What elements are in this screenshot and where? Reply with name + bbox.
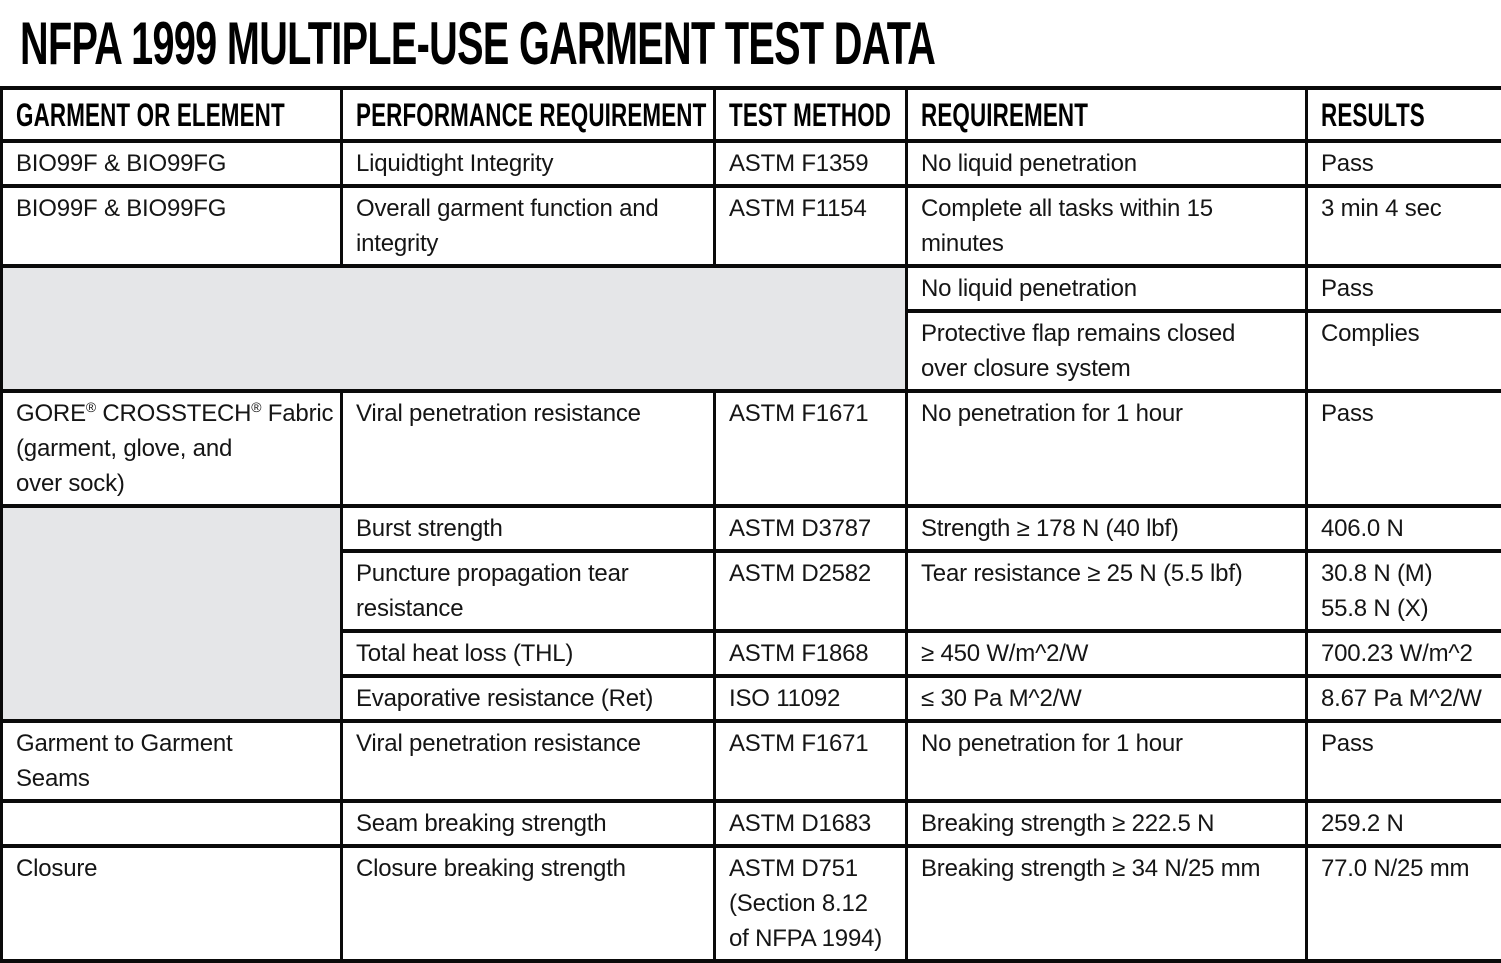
cell-method: ASTM F1671 <box>715 721 907 801</box>
header-row: GARMENT OR ELEMENT PERFORMANCE REQUIREME… <box>2 88 1501 141</box>
cell-requirement: No liquid penetration <box>907 266 1307 311</box>
cell-garment <box>2 801 342 846</box>
cell-performance: Closure breaking strength <box>342 846 715 961</box>
cell-performance: Burst strength <box>342 506 715 551</box>
cell-method: ASTM F1868 <box>715 631 907 676</box>
cell-requirement: Protective flap remains closed over clos… <box>907 311 1307 391</box>
table-row: Seam breaking strength ASTM D1683 Breaki… <box>2 801 1501 846</box>
cell-results: 8.67 Pa M^2/W <box>1307 676 1501 721</box>
column-header-performance: PERFORMANCE REQUIREMENT <box>342 88 715 141</box>
cell-performance: Liquidtight Integrity <box>342 141 715 186</box>
page-title: NFPA 1999 MULTIPLE-USE GARMENT TEST DATA <box>0 0 1501 86</box>
merged-shaded-cell <box>2 266 907 391</box>
table-row: Closure Closure breaking strength ASTM D… <box>2 846 1501 961</box>
merged-shaded-cell <box>2 506 342 721</box>
cell-requirement: Strength ≥ 178 N (40 lbf) <box>907 506 1307 551</box>
page-title-text: NFPA 1999 MULTIPLE-USE GARMENT TEST DATA <box>20 8 935 80</box>
cell-requirement: Tear resistance ≥ 25 N (5.5 lbf) <box>907 551 1307 631</box>
cell-results: 3 min 4 sec <box>1307 186 1501 266</box>
cell-method: ASTM F1671 <box>715 391 907 506</box>
test-data-table: GARMENT OR ELEMENT PERFORMANCE REQUIREME… <box>0 86 1501 963</box>
table-row: Burst strength ASTM D3787 Strength ≥ 178… <box>2 506 1501 551</box>
cell-method: ISO 11092 <box>715 676 907 721</box>
cell-requirement: ≤ 30 Pa M^2/W <box>907 676 1307 721</box>
cell-performance: Overall garment function and integrity <box>342 186 715 266</box>
cell-garment: GORE® CROSSTECH® Fabric (garment, glove,… <box>2 391 342 506</box>
cell-garment: BIO99F & BIO99FG <box>2 141 342 186</box>
cell-results: Pass <box>1307 141 1501 186</box>
cell-requirement: No penetration for 1 hour <box>907 391 1307 506</box>
table-row: BIO99F & BIO99FG Overall garment functio… <box>2 186 1501 266</box>
table-row: No liquid penetration Pass <box>2 266 1501 311</box>
cell-method: ASTM D1683 <box>715 801 907 846</box>
cell-requirement: No penetration for 1 hour <box>907 721 1307 801</box>
cell-results: Pass <box>1307 721 1501 801</box>
cell-requirement: ≥ 450 W/m^2/W <box>907 631 1307 676</box>
cell-results: Complies <box>1307 311 1501 391</box>
cell-results: 259.2 N <box>1307 801 1501 846</box>
cell-method: ASTM F1154 <box>715 186 907 266</box>
cell-performance: Viral penetration resistance <box>342 391 715 506</box>
cell-performance: Seam breaking strength <box>342 801 715 846</box>
cell-results: Pass <box>1307 266 1501 311</box>
cell-results: 700.23 W/m^2 <box>1307 631 1501 676</box>
cell-requirement: Breaking strength ≥ 222.5 N <box>907 801 1307 846</box>
cell-requirement: Breaking strength ≥ 34 N/25 mm <box>907 846 1307 961</box>
cell-method: ASTM F1359 <box>715 141 907 186</box>
cell-performance: Total heat loss (THL) <box>342 631 715 676</box>
column-header-garment: GARMENT OR ELEMENT <box>2 88 342 141</box>
cell-performance: Evaporative resistance (Ret) <box>342 676 715 721</box>
column-header-test-method: TEST METHOD <box>715 88 907 141</box>
cell-performance: Viral penetration resistance <box>342 721 715 801</box>
cell-performance: Puncture propagation tear resistance <box>342 551 715 631</box>
cell-requirement: No liquid penetration <box>907 141 1307 186</box>
table-row: BIO99F & BIO99FG Liquidtight Integrity A… <box>2 141 1501 186</box>
cell-method: ASTM D751 (Section 8.12 of NFPA 1994) <box>715 846 907 961</box>
cell-results: 406.0 N <box>1307 506 1501 551</box>
cell-method: ASTM D2582 <box>715 551 907 631</box>
table-row: GORE® CROSSTECH® Fabric (garment, glove,… <box>2 391 1501 506</box>
table-row: Garment to Garment Seams Viral penetrati… <box>2 721 1501 801</box>
cell-results: 30.8 N (M) 55.8 N (X) <box>1307 551 1501 631</box>
column-header-requirement: REQUIREMENT <box>907 88 1307 141</box>
cell-garment: BIO99F & BIO99FG <box>2 186 342 266</box>
column-header-results: RESULTS <box>1307 88 1501 141</box>
cell-results: Pass <box>1307 391 1501 506</box>
cell-garment: Closure <box>2 846 342 961</box>
cell-method: ASTM D3787 <box>715 506 907 551</box>
cell-garment: Garment to Garment Seams <box>2 721 342 801</box>
cell-results: 77.0 N/25 mm <box>1307 846 1501 961</box>
cell-requirement: Complete all tasks within 15 minutes <box>907 186 1307 266</box>
